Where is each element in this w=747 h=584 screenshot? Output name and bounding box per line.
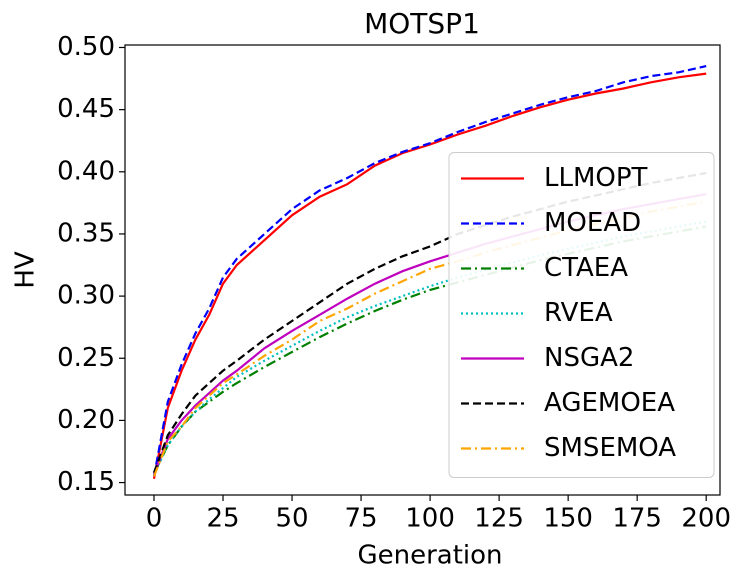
legend-label: AGEMOEA <box>544 388 675 418</box>
legend-label: CTAEA <box>544 253 628 283</box>
x-tick-label: 25 <box>206 504 239 534</box>
legend-label: NSGA2 <box>544 343 634 373</box>
x-tick-label: 75 <box>345 504 378 534</box>
series-line <box>152 65 707 477</box>
x-axis-label: Generation <box>357 541 502 571</box>
y-tick-label: 0.15 <box>57 467 115 497</box>
x-tick-label: 0 <box>146 504 163 534</box>
legend-box <box>448 152 715 478</box>
y-tick-label: 0.45 <box>57 94 115 124</box>
y-tick-label: 0.50 <box>57 32 115 62</box>
x-tick-label: 125 <box>474 504 524 534</box>
series-line <box>152 200 707 477</box>
x-tick-label: 175 <box>612 504 662 534</box>
y-axis-label: HV <box>11 251 41 289</box>
series-line <box>153 225 707 475</box>
series-line <box>153 220 707 475</box>
chart-title: MOTSP1 <box>364 7 480 40</box>
plot-frame <box>124 44 721 496</box>
legend-label: RVEA <box>544 298 613 328</box>
y-tick-label: 0.30 <box>57 281 115 311</box>
series-line <box>152 72 707 480</box>
legend-label: MOEAD <box>544 208 641 238</box>
y-tick-label: 0.20 <box>57 405 115 435</box>
x-tick-label: 100 <box>405 504 455 534</box>
x-tick-label: 200 <box>681 504 731 534</box>
legend-label: LLMOPT <box>544 163 648 193</box>
y-tick-label: 0.25 <box>57 343 115 373</box>
y-tick-label: 0.40 <box>57 156 115 186</box>
legend-label: SMSEMOA <box>544 433 676 463</box>
x-tick-label: 150 <box>543 504 593 534</box>
y-tick-label: 0.35 <box>57 218 115 248</box>
x-tick-label: 50 <box>275 504 308 534</box>
